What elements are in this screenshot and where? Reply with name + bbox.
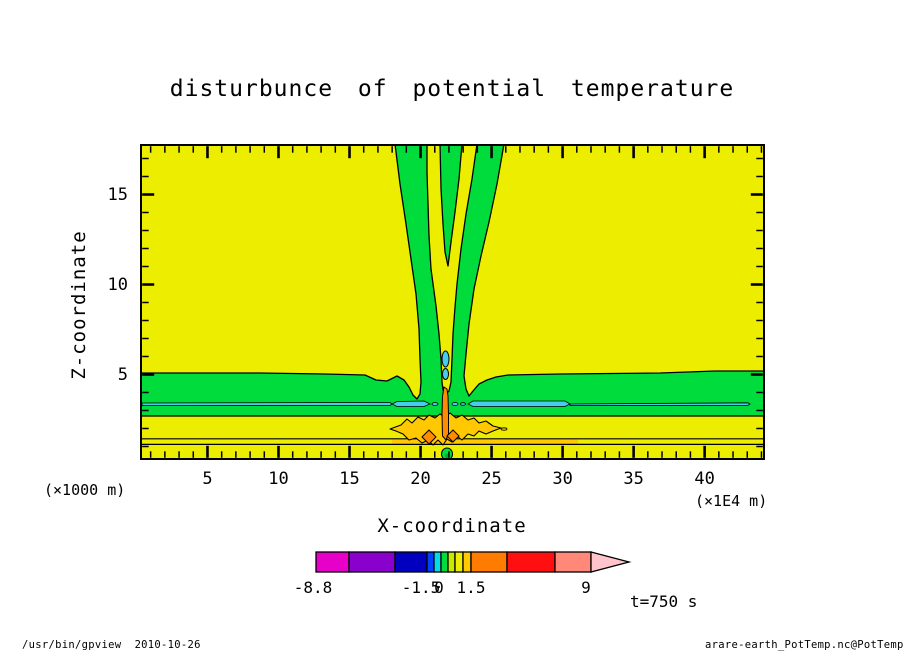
cyan-stripe-right (569, 402, 751, 406)
colorbar-segment (440, 551, 449, 573)
x-tick-label: 15 (339, 469, 360, 489)
axis-ticks (142, 146, 763, 458)
gold-speck (500, 427, 508, 431)
cyan-core-blob (442, 368, 449, 380)
x-axis-label: X-coordinate (377, 515, 527, 537)
x-tick-label: 10 (268, 469, 289, 489)
orange-diamond-right (446, 429, 460, 443)
colorbar-segment (315, 551, 350, 573)
colorbar-segment (506, 551, 556, 573)
cyan-dash (460, 402, 466, 406)
colorbar-segment (462, 551, 472, 573)
y-tick-label: 10 (107, 274, 128, 295)
colorbar-segment (394, 551, 428, 573)
colorbar-segment (454, 551, 464, 573)
colorbar-segment (433, 551, 442, 573)
cyan-stripe-left (141, 402, 393, 407)
time-label: t=750 s (630, 592, 698, 611)
x-tick-label: 35 (623, 469, 644, 489)
plume-center-column (439, 144, 463, 267)
page-title: disturbunce of potential temperature (169, 76, 735, 102)
x-tick-label: 40 (694, 469, 715, 489)
gold-band-fill (392, 439, 578, 444)
cyan-stripe-left-lens (391, 400, 431, 407)
colorbar-segment (470, 551, 508, 573)
y-tick-label: 5 (117, 364, 128, 385)
y-tick-label: 15 (107, 184, 128, 205)
colorbar-arrow (590, 551, 632, 573)
colorbar-segment (554, 551, 592, 573)
colorbar-segment (447, 551, 456, 573)
colorbar-label: 1.5 (456, 578, 486, 597)
x-tick-label: 5 (202, 469, 213, 489)
x-axis-unit: (×1E4 m) (695, 492, 768, 510)
footer-right: arare-earth_PotTemp.nc@PotTemp (705, 639, 904, 651)
colorbar-label: 0 (434, 578, 444, 597)
x-tick-label: 30 (552, 469, 573, 489)
contour-plot (140, 144, 765, 460)
green-surface-spot-core (445, 453, 449, 459)
x-tick-label: 25 (481, 469, 502, 489)
colorbar-label: -8.8 (293, 578, 333, 597)
cyan-dash (431, 402, 439, 406)
colorbar-label: -1.5 (401, 578, 441, 597)
orange-diamond-left (421, 429, 437, 445)
colorbar-label: 9 (581, 578, 591, 597)
cyan-dash (451, 402, 459, 406)
orange-column (441, 386, 449, 441)
cyan-core-blob (441, 350, 450, 368)
x-tick-label: 20 (410, 469, 431, 489)
colorbar (315, 551, 632, 573)
colorbar-segment (348, 551, 396, 573)
colorbar-segment (426, 551, 435, 573)
cyan-stripe-right-lens (467, 400, 571, 407)
footer-left: /usr/bin/gpview 2010-10-26 (22, 639, 201, 651)
plot-frame (140, 144, 765, 460)
y-axis-label: Z-coordinate (68, 230, 90, 380)
y-axis-unit: (×1000 m) (44, 481, 126, 499)
